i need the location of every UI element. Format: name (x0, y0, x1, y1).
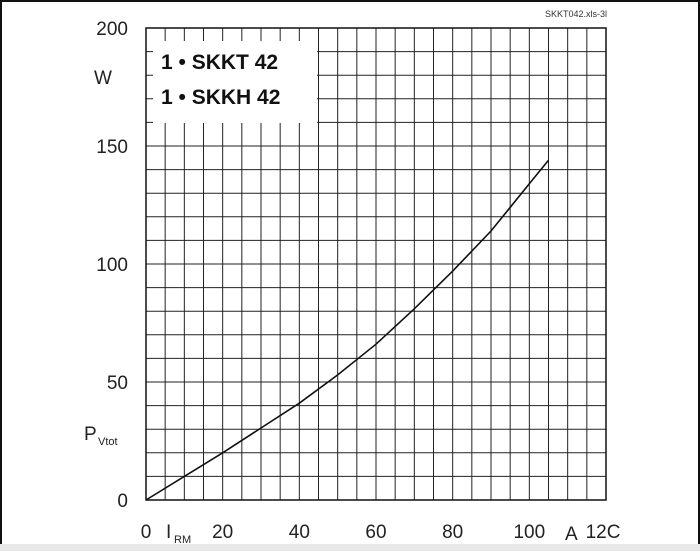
x-tick-label: 40 (289, 522, 310, 543)
plot-border (145, 27, 607, 501)
x-tick-label: 20 (212, 522, 233, 543)
x-tick-label: 80 (442, 522, 463, 543)
bottom-band (0, 544, 700, 551)
series-line-0 (145, 159, 550, 501)
file-id-label: SKKT042.xls-3l (545, 9, 607, 19)
legend-entry-skkt: 1 • SKKT 42 (161, 51, 278, 74)
x-tick-label: 100 (513, 522, 545, 543)
x-tick-labels: 0 20 40 60 80 100 12C (141, 522, 621, 543)
x-axis-symbol: I (166, 522, 171, 543)
y-axis-subscript: Vtot (98, 436, 118, 448)
x-tick-label: 12C (586, 522, 621, 543)
y-axis-symbol: P (84, 424, 97, 445)
y-tick-label: 50 (107, 373, 128, 394)
y-tick-label: 100 (96, 255, 128, 276)
y-tick-label: 150 (96, 137, 128, 158)
series-layer (145, 159, 550, 501)
x-tick-label: 60 (365, 522, 386, 543)
legend-box: 1 • SKKT 42 1 • SKKH 42 (153, 41, 317, 123)
grid (146, 28, 606, 500)
x-tick-label: 0 (141, 522, 152, 543)
x-axis-unit: A (565, 524, 578, 545)
x-axis-subscript: RM (174, 534, 191, 546)
y-tick-label: 200 (96, 19, 128, 40)
y-tick-label: 0 (117, 491, 128, 512)
legend-entry-skkh: 1 • SKKH 42 (161, 86, 280, 109)
y-axis-unit: W (94, 68, 112, 89)
y-tick-labels: 0 50 100 150 200 (96, 19, 128, 512)
